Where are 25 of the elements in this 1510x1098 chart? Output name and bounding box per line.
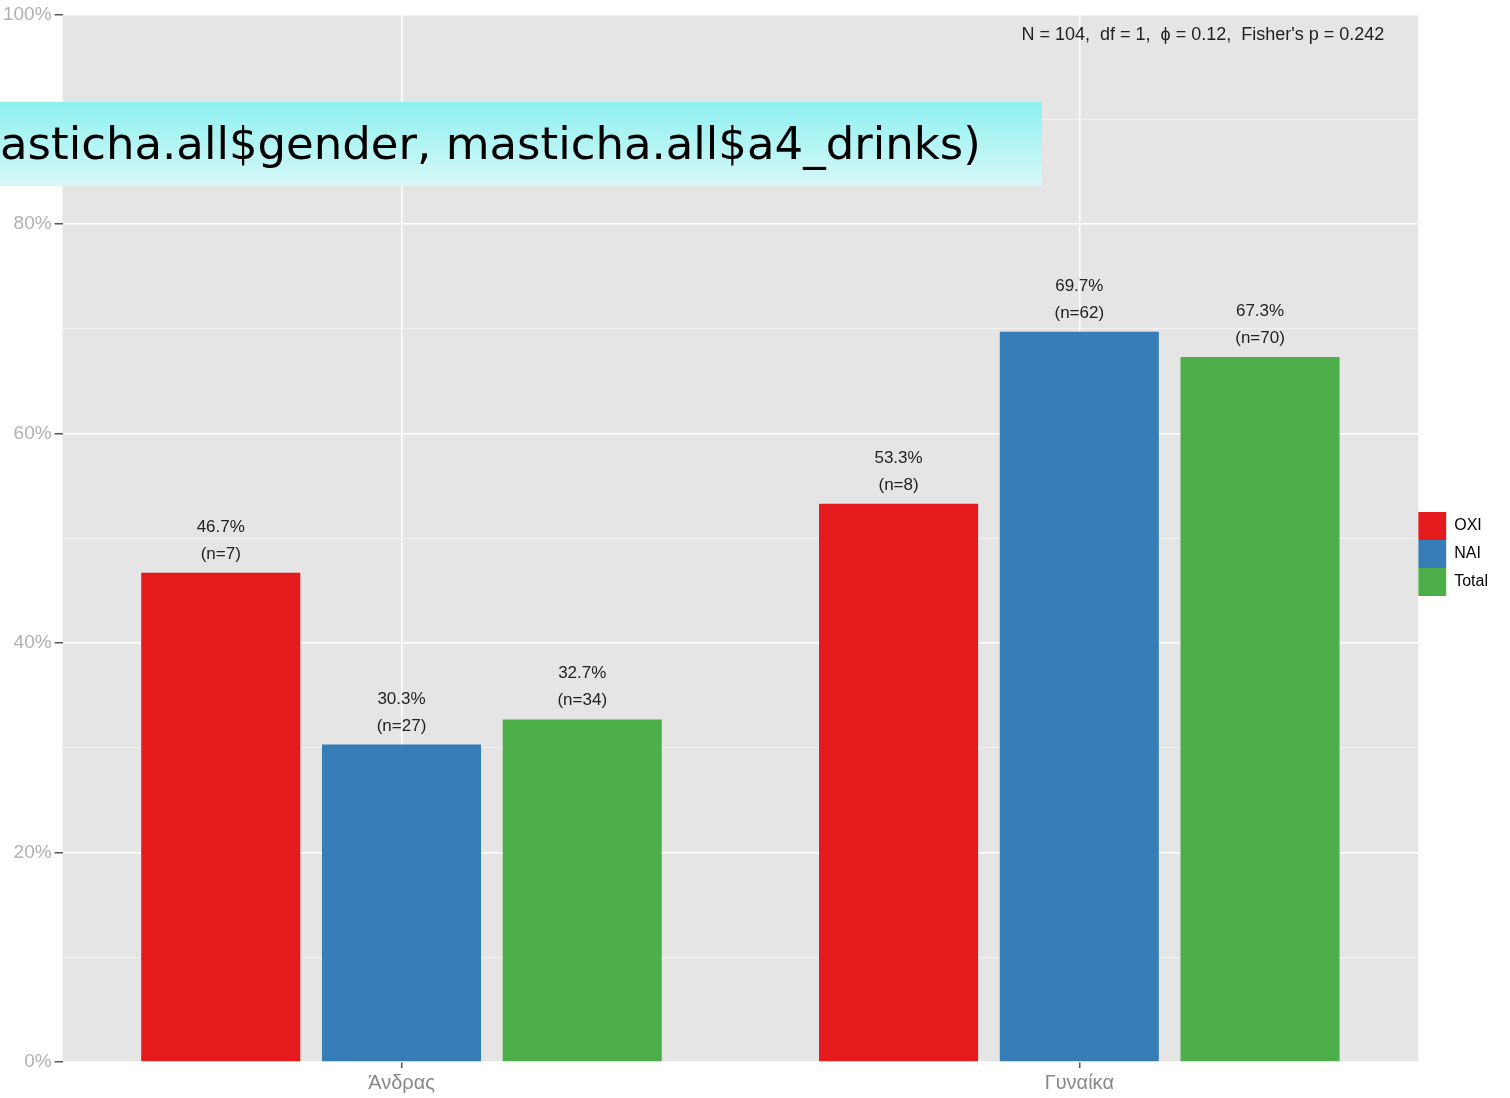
data-label: 67.3% (n=70) xyxy=(1235,300,1285,347)
x-tick-label: Άνδρας xyxy=(368,1070,436,1093)
y-tick-label: 100% xyxy=(2,2,52,24)
data-label: 53.3% (n=8) xyxy=(874,447,923,494)
bar xyxy=(819,503,979,1062)
y-tick-label: 60% xyxy=(13,421,52,443)
y-tick-label: 20% xyxy=(13,840,52,862)
data-label: 69.7% (n=62) xyxy=(1054,275,1105,322)
legend-label: Total xyxy=(1454,572,1488,590)
x-tick-label: Γυναίκα xyxy=(1044,1070,1114,1093)
bar xyxy=(502,719,662,1062)
data-label: 32.7% (n=34) xyxy=(557,663,608,710)
y-tick-label: 40% xyxy=(13,631,52,653)
bar xyxy=(999,331,1159,1062)
data-label: 30.3% (n=27) xyxy=(376,688,427,735)
legend-label: ΝΑΙ xyxy=(1454,544,1481,562)
annotation: asticha.all$gender, masticha.all$a4_drinks) xyxy=(0,102,1042,186)
y-tick-label: 80% xyxy=(13,212,52,234)
bar xyxy=(1180,356,1340,1062)
y-tick-label: 0% xyxy=(24,1050,52,1072)
annotation: N = 104, df = 1, ϕ = 0.12, Fisher's p = 0.242 xyxy=(1021,24,1385,45)
data-label: 46.7% (n=7) xyxy=(196,516,245,563)
bar xyxy=(141,572,301,1062)
bar xyxy=(321,744,482,1062)
legend-label: ΟΧΙ xyxy=(1454,516,1482,534)
